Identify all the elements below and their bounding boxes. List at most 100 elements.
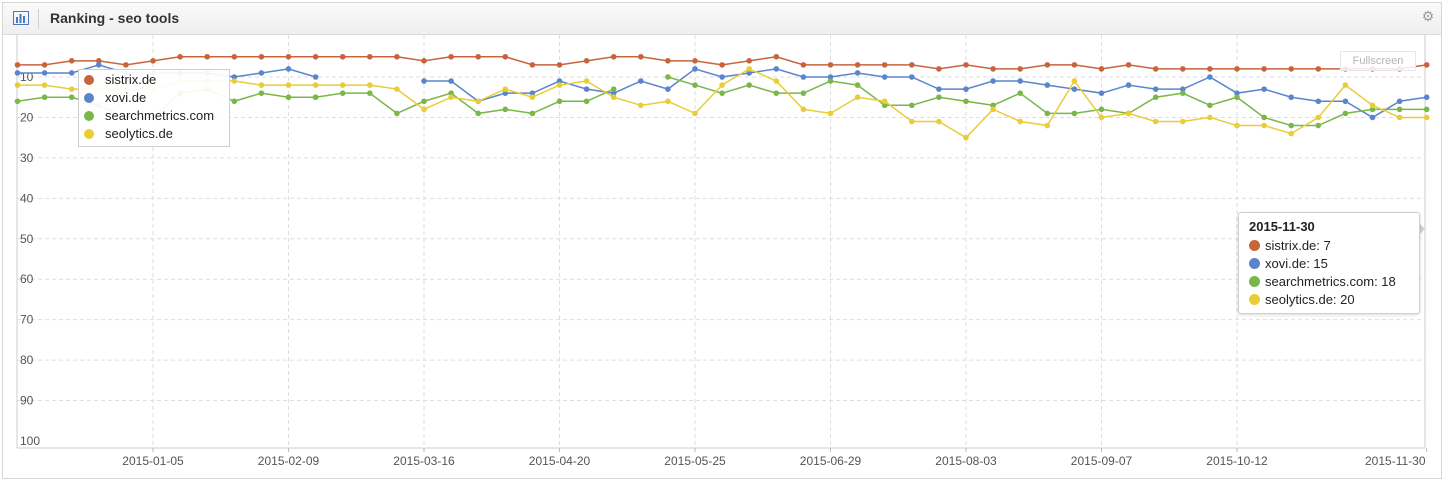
data-point [68,70,75,76]
data-point [177,53,183,60]
data-point [936,86,942,92]
data-point [800,62,807,68]
data-point [1098,90,1105,96]
data-point [610,53,617,60]
data-point [1152,86,1159,92]
panel-title: Ranking - seo tools [50,10,180,26]
data-point [719,62,725,68]
data-point [665,98,671,105]
data-point [719,74,725,80]
data-point [1017,66,1023,72]
data-point [14,82,21,88]
data-point [1234,66,1240,72]
data-point [448,53,454,60]
data-point [1261,86,1267,92]
data-point [638,53,644,60]
y-tick-label: 70 [20,313,34,327]
series-line [424,68,1427,119]
data-point [204,53,210,60]
fullscreen-button[interactable]: Fullscreen [1340,51,1416,71]
data-point [367,82,373,88]
data-point [339,82,346,88]
data-point [394,86,400,92]
data-point [827,78,834,84]
data-point [556,78,563,84]
x-tick-label: 2015-11-30 [1365,454,1426,468]
x-tick-label: 2015-04-20 [529,454,591,468]
data-point [41,82,48,88]
data-point [665,74,671,80]
data-point [339,90,346,96]
y-tick-label: 10 [20,70,34,84]
data-point [1234,94,1240,101]
data-point [123,62,129,68]
data-point [1369,114,1376,121]
data-point [367,90,373,96]
data-point [936,94,942,101]
data-point [665,86,671,92]
data-point [1207,102,1213,109]
data-point [1125,62,1132,68]
legend-label: searchmetrics.com [105,108,215,123]
data-point [936,66,942,72]
data-point [583,58,590,64]
data-point [610,90,617,96]
data-point [1071,86,1078,92]
data-point [881,102,888,109]
data-point [258,90,265,96]
data-point [1017,78,1023,84]
data-point [1288,66,1294,72]
data-point [1288,122,1294,129]
tooltip-arrow [1418,222,1425,236]
data-point [1234,90,1240,96]
data-point [1152,66,1159,72]
data-point [1315,66,1322,72]
tooltip-label: xovi.de: 15 [1265,256,1328,271]
tooltip-marker [1249,276,1260,287]
y-tick-label: 40 [20,191,34,205]
data-point [394,53,400,60]
data-point [638,102,644,109]
data-point [692,82,698,88]
data-point [990,102,996,109]
data-point [854,62,861,68]
data-point [1098,106,1105,113]
data-point [719,82,725,88]
data-point [963,62,969,68]
data-point [583,78,590,84]
data-point [746,66,752,72]
data-point [1125,82,1132,88]
data-point [1017,90,1023,96]
data-point [665,58,671,64]
data-point [583,98,590,105]
data-point [963,86,969,92]
data-point [1044,122,1051,129]
data-point [448,90,454,96]
data-point [1423,114,1430,121]
data-point [258,70,265,76]
data-point [1098,66,1105,72]
data-point [936,118,942,125]
tooltip-label: sistrix.de: 7 [1265,238,1331,253]
data-point [448,94,454,101]
data-point [421,78,427,84]
data-point [96,58,102,64]
data-point [963,134,969,141]
data-point [881,98,888,105]
data-point [773,90,780,96]
data-point [1288,94,1294,101]
gear-icon[interactable]: ⚙ [1421,8,1435,24]
data-point [990,78,996,84]
data-point [231,98,238,105]
data-point [827,74,834,80]
data-point [909,118,915,125]
data-point [854,70,861,76]
data-point [746,70,752,76]
data-point [231,74,238,80]
data-point [285,66,292,72]
data-point [773,66,780,72]
data-point [692,66,698,72]
data-point [1396,98,1403,105]
data-point [773,78,780,84]
data-point [1261,122,1267,129]
